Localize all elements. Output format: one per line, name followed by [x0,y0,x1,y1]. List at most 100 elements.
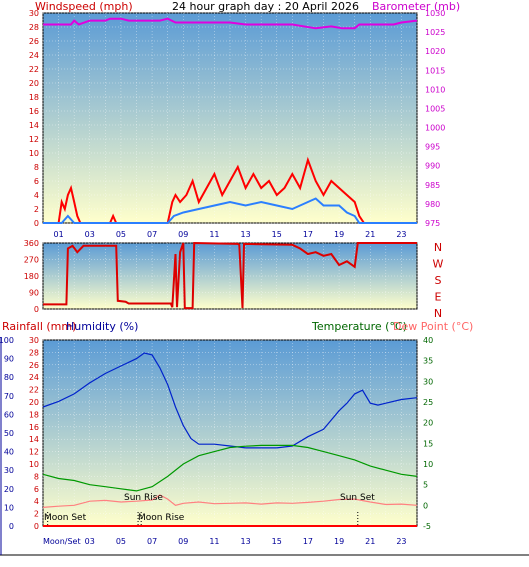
temp-y-tick-label: 40 [423,336,433,345]
direction-y-tick-label: 360 [24,239,39,248]
baro-y-tick-label: 1015 [425,66,445,75]
hour-tick-label: 13 [240,230,250,239]
hour-tick-label: 11 [209,230,219,239]
baro-y-tick-label: 1030 [425,9,445,18]
hour-tick-label: 21 [365,230,375,239]
hour-tick-label: 11 [209,537,219,546]
rain-y-tick-label: 10 [29,460,39,469]
baro-y-tick-label: 990 [425,162,440,171]
hour-tick-label: 23 [396,230,406,239]
humidity-y-tick-label: 30 [4,466,14,475]
baro-y-tick-label: 1005 [425,104,445,113]
direction-letter-N: N [434,241,442,254]
humidity-y-tick-label: 90 [4,355,14,364]
hour-tick-label: 09 [178,537,188,546]
direction-letter-E: E [435,291,442,304]
baro-y-tick-label: 995 [425,143,440,152]
moon-set-axis-label: Moon/Set [43,537,81,546]
wind-y-tick-label: 8 [34,163,39,172]
hour-tick-label: 07 [147,230,157,239]
temp-y-tick-label: 35 [423,357,433,366]
humidity-y-tick-label: 0 [9,522,14,531]
baro-y-tick-label: 1000 [425,124,445,133]
wind-y-tick-label: 26 [29,37,39,46]
humidity-axis-title: Humidity (%) [66,320,138,333]
rain-y-tick-label: 24 [29,373,39,382]
wind-y-tick-label: 18 [29,93,39,102]
rain-y-tick-label: 22 [29,386,39,395]
temp-y-tick-label: 10 [423,460,433,469]
direction-y-tick-label: 270 [24,256,39,265]
rain-y-tick-label: 4 [34,497,39,506]
wind-y-tick-label: 16 [29,107,39,116]
hour-tick-label: 15 [272,230,282,239]
dewpoint-axis-title: Dew Point (°C) [393,320,473,333]
grid-layer [42,12,418,527]
direction-letter-N: N [434,307,442,320]
moon-set-label: Moon Set [44,513,87,523]
hour-tick-label: 15 [272,537,282,546]
baro-y-tick-label: 975 [425,219,440,228]
humidity-y-tick-label: 80 [4,373,14,382]
humidity-series-line [42,352,418,449]
wind-y-tick-label: 30 [29,9,39,18]
gust-series-line [43,156,417,224]
dewpoint-series-line [42,494,418,508]
baro-y-tick-label: 1025 [425,28,445,37]
temp-y-tick-label: 25 [423,398,433,407]
rain-y-tick-label: 30 [29,336,39,345]
wind-y-tick-label: 10 [29,149,39,158]
humidity-y-tick-label: 70 [4,392,14,401]
hour-tick-label: 21 [365,537,375,546]
rain-y-tick-label: 28 [29,348,39,357]
direction-letter-S: S [435,274,442,287]
humidity-y-tick-label: 10 [4,503,14,512]
direction-letter-W: W [433,258,444,271]
baro-y-tick-label: 985 [425,181,440,190]
hour-tick-label: 23 [396,537,406,546]
rain-y-tick-label: 16 [29,423,39,432]
rain-y-tick-label: 8 [34,472,39,481]
wind-y-tick-label: 0 [34,219,39,228]
rain-y-tick-label: 20 [29,398,39,407]
barometer-series-line [43,17,418,30]
baro-y-tick-label: 1010 [425,85,445,94]
hour-tick-label: 19 [334,230,344,239]
humidity-y-tick-label: 60 [4,410,14,419]
hour-tick-label: 03 [85,537,95,546]
barometer-axis-title: Barometer (mb) [372,0,460,13]
hour-tick-label: 09 [178,230,188,239]
rain-y-tick-label: 6 [34,485,39,494]
wind-y-tick-label: 20 [29,79,39,88]
hour-tick-label: 17 [303,537,313,546]
baro-y-tick-label: 1020 [425,47,445,56]
hour-tick-label: 01 [53,230,63,239]
hour-tick-label: 19 [334,537,344,546]
temperature-axis-title: Temperature (°C) [311,320,407,333]
baro-y-tick-label: 980 [425,200,440,209]
humidity-y-tick-label: 20 [4,485,14,494]
temp-y-tick-label: 5 [423,481,428,490]
temp-y-tick-label: -5 [423,522,431,531]
windspeed-axis-title: Windspeed (mph) [35,0,133,13]
humidity-y-tick-label: 100 [0,336,14,345]
wind-y-tick-label: 4 [34,191,39,200]
wind-y-tick-label: 12 [29,135,39,144]
temp-y-tick-label: 15 [423,439,433,448]
temp-y-tick-label: 0 [423,501,428,510]
direction-y-tick-label: 180 [24,272,39,281]
direction-y-tick-label: 0 [34,305,39,314]
chart-title: 24 hour graph day : 20 April 2026 [172,0,359,13]
temperature-series-line [42,444,418,492]
hour-tick-label: 13 [240,537,250,546]
rain-y-tick-label: 18 [29,410,39,419]
direction-series-line [43,241,417,310]
wind-y-tick-label: 6 [34,177,39,186]
wind-series-line [43,197,417,224]
rain-y-tick-label: 26 [29,361,39,370]
sun-set-label: Sun Set [340,493,375,503]
hour-tick-label: 07 [147,537,157,546]
rain-y-tick-label: 12 [29,448,39,457]
